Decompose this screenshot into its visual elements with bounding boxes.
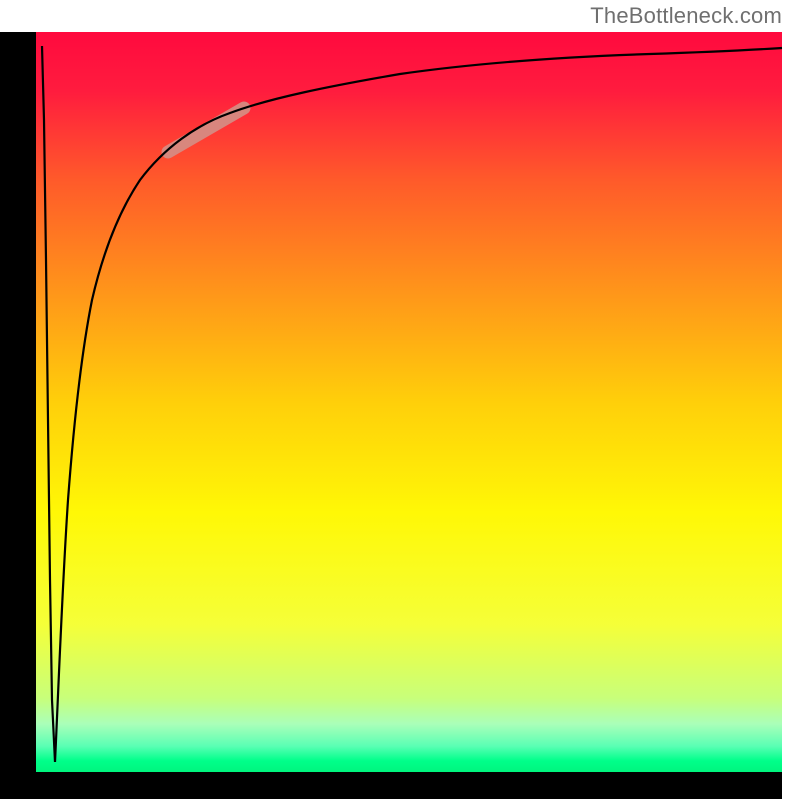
- x-axis-bar: [0, 772, 782, 799]
- watermark-text: TheBottleneck.com: [590, 3, 782, 29]
- y-axis-bar: [0, 32, 36, 772]
- plot-gradient-area: [36, 32, 782, 772]
- chart-container: { "watermark": { "text": "TheBottleneck.…: [0, 0, 800, 800]
- bottleneck-chart: [0, 0, 800, 800]
